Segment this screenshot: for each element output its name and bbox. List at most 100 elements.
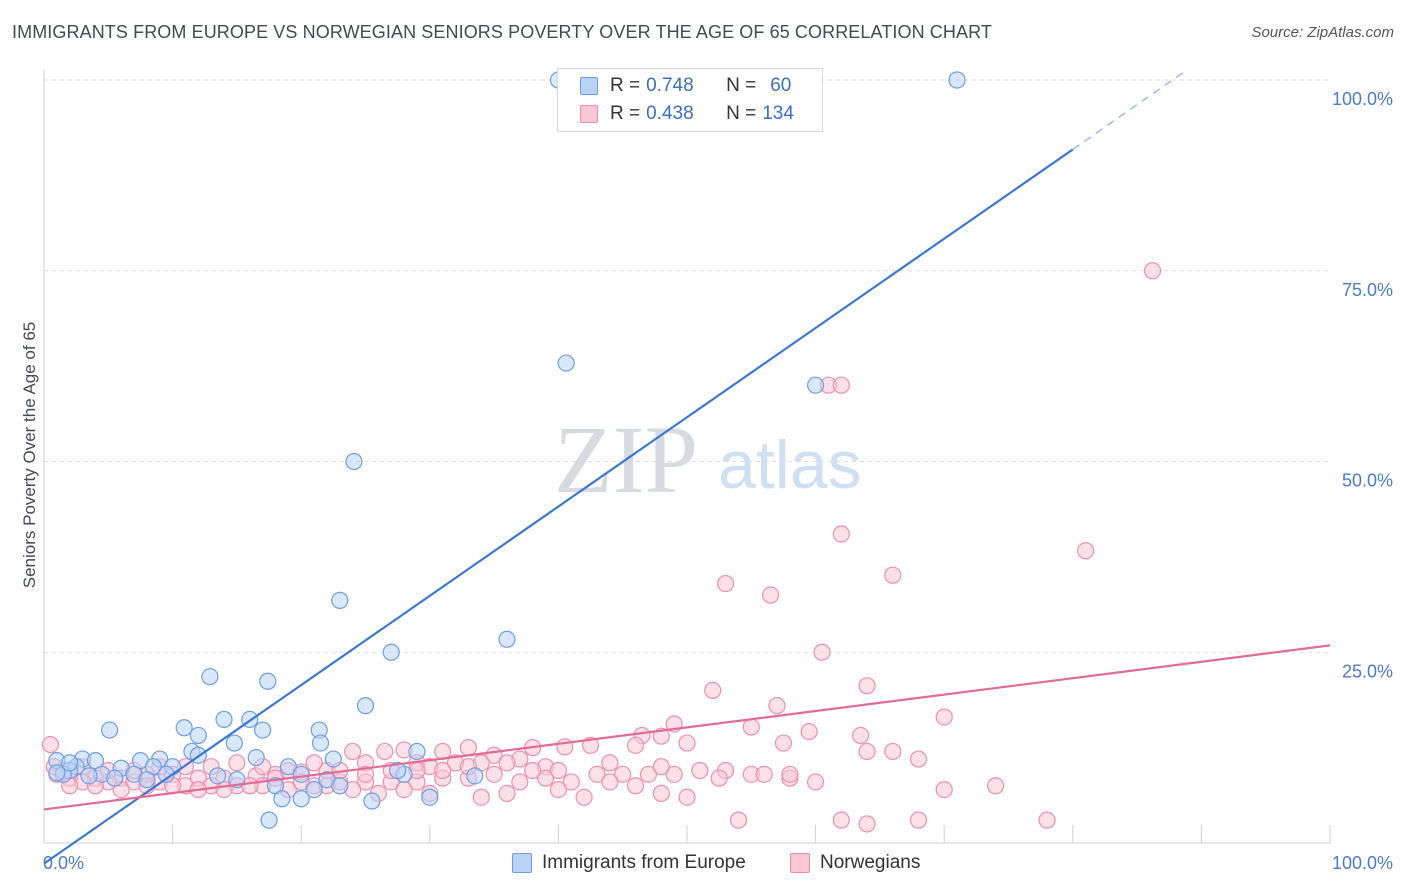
point-norwegians <box>498 784 516 803</box>
point-norwegians <box>562 773 580 791</box>
point-norwegians <box>614 765 632 783</box>
point-norwegians <box>1143 262 1162 280</box>
point-norwegians <box>665 765 683 783</box>
bottom-swatch-europe <box>512 853 532 873</box>
point-europe <box>273 790 291 808</box>
legend-n-label: N = <box>726 103 757 124</box>
point-europe <box>279 758 297 776</box>
axes <box>43 70 1331 844</box>
point-europe <box>209 767 227 785</box>
point-europe <box>408 742 426 761</box>
bottom-swatch-norwegians <box>790 853 810 873</box>
chart-title: IMMIGRANTS FROM EUROPE VS NORWEGIAN SENI… <box>12 22 992 42</box>
point-norwegians <box>832 811 850 829</box>
point-norwegians <box>858 815 876 833</box>
point-norwegians <box>652 784 670 803</box>
point-europe <box>292 790 310 808</box>
y-tick-label: 75.0% <box>1342 280 1393 300</box>
point-europe <box>260 811 278 829</box>
point-europe <box>175 719 193 737</box>
legend-r-value-europe: 0.748 <box>646 75 694 96</box>
point-norwegians <box>1038 811 1056 829</box>
point-europe <box>948 71 966 89</box>
watermark: ZIP atlas <box>554 406 862 513</box>
point-norwegians <box>575 788 593 806</box>
point-europe <box>138 771 156 789</box>
point-norwegians <box>581 736 600 754</box>
point-norwegians <box>935 708 953 726</box>
point-europe <box>466 767 484 785</box>
y-tick-label: 50.0% <box>1342 471 1393 491</box>
point-europe <box>189 726 207 745</box>
point-europe <box>225 734 243 752</box>
point-europe <box>106 769 124 787</box>
y-tick-label: 100.0% <box>1332 89 1393 109</box>
point-norwegians <box>485 765 503 783</box>
point-europe <box>259 672 277 690</box>
point-norwegians <box>678 788 696 806</box>
trendline-europe <box>43 148 1074 865</box>
point-norwegians <box>639 765 658 783</box>
point-norwegians <box>716 574 735 593</box>
point-norwegians <box>344 742 362 761</box>
point-norwegians <box>761 586 780 604</box>
point-norwegians <box>626 777 645 795</box>
point-norwegians <box>41 735 60 754</box>
point-norwegians <box>813 643 831 661</box>
point-norwegians <box>884 742 902 761</box>
legend-n-label: N = <box>726 75 757 96</box>
point-norwegians <box>858 677 876 695</box>
point-europe <box>389 761 407 780</box>
point-europe <box>421 788 439 806</box>
point-norwegians <box>434 761 452 780</box>
point-europe <box>331 777 349 795</box>
point-norwegians <box>678 734 696 752</box>
point-norwegians <box>536 769 555 787</box>
point-norwegians <box>774 734 793 752</box>
legend-row-norwegians: R = 0.438 N = 134 <box>580 101 794 127</box>
point-europe <box>86 751 105 770</box>
point-norwegians <box>755 765 773 783</box>
x-tick-label: 0.0% <box>43 853 84 873</box>
point-europe <box>80 767 98 785</box>
point-norwegians <box>710 769 728 787</box>
y-tick-label: 25.0% <box>1342 661 1393 681</box>
tick-labels: 25.0% 50.0% 75.0% 100.0% 0.0% 100.0% <box>43 89 1393 873</box>
point-norwegians <box>832 525 850 543</box>
point-norwegians <box>601 773 619 791</box>
point-norwegians <box>884 566 902 584</box>
legend-row-europe: R = 0.748 N = 60 <box>580 73 791 99</box>
point-norwegians <box>376 742 394 761</box>
point-norwegians <box>305 754 323 772</box>
point-europe <box>324 750 342 768</box>
bottom-legend-label-europe: Immigrants from Europe <box>542 852 746 873</box>
legend-r-value-norwegians: 0.438 <box>646 103 694 124</box>
point-norwegians <box>356 765 375 783</box>
point-norwegians <box>909 811 928 829</box>
source-credit: Source: ZipAtlas.com <box>1251 24 1394 41</box>
point-europe <box>345 452 363 471</box>
point-norwegians <box>228 754 246 772</box>
point-europe <box>292 765 310 783</box>
point-europe <box>61 754 79 772</box>
bottom-legend-europe: Immigrants from Europe <box>512 852 746 874</box>
trend-lines <box>43 71 1331 865</box>
legend-n-value-norwegians: 134 <box>762 103 794 124</box>
legend-r-label: R = <box>610 103 641 124</box>
point-norwegians <box>800 723 818 741</box>
point-norwegians <box>858 742 876 761</box>
legend-r-label: R = <box>610 75 641 96</box>
point-norwegians <box>511 773 529 791</box>
point-europe <box>331 591 349 609</box>
grid-lines <box>44 79 1330 653</box>
point-norwegians <box>395 780 413 799</box>
point-europe <box>201 668 219 686</box>
point-norwegians <box>588 765 606 783</box>
point-europe <box>498 630 516 648</box>
point-europe <box>356 697 375 715</box>
point-norwegians <box>935 780 953 799</box>
point-norwegians <box>459 739 477 757</box>
point-norwegians <box>601 754 619 772</box>
point-norwegians <box>1077 542 1095 560</box>
